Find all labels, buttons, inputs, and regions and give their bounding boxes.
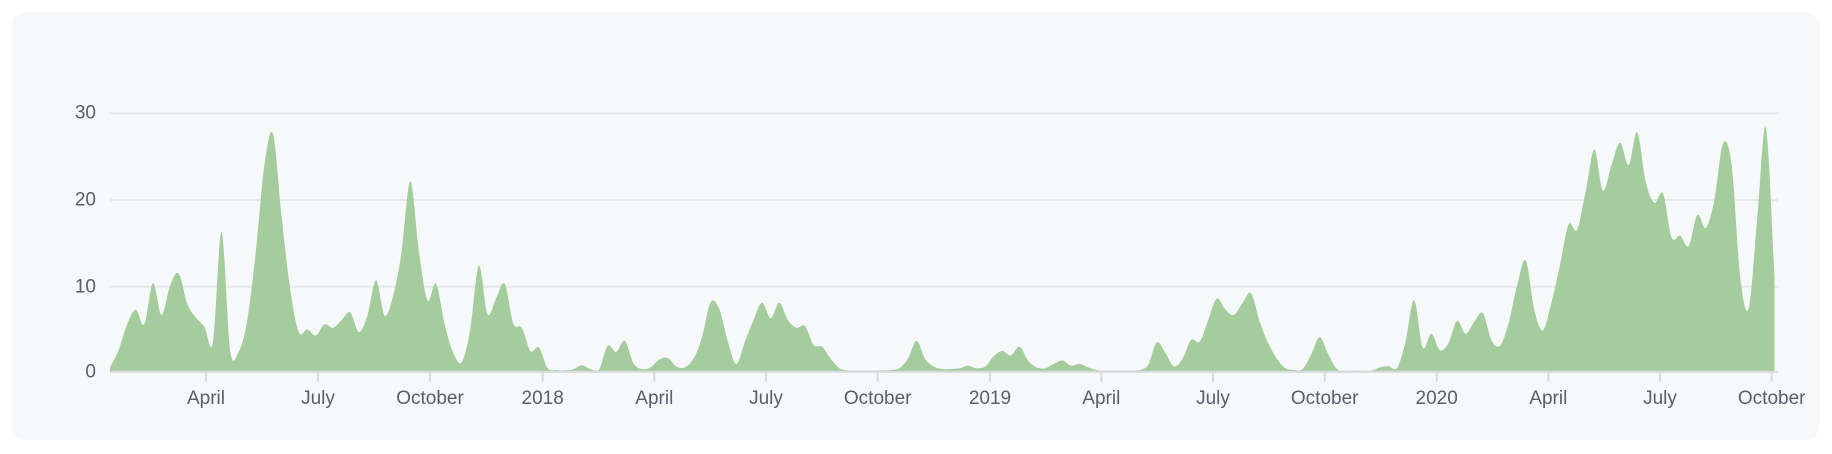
x-tick-marks <box>205 371 1773 382</box>
x-axis-label: April <box>1082 388 1121 409</box>
x-axis-label: October <box>1737 388 1806 409</box>
y-axis-label: 10 <box>74 276 96 298</box>
y-axis-label: 0 <box>85 361 96 383</box>
x-axis-label: 2020 <box>1415 388 1458 409</box>
x-axis-label: October <box>396 388 464 409</box>
x-axis-label: April <box>1529 388 1568 409</box>
x-axis-label: October <box>843 388 912 409</box>
x-axis-label: July <box>749 388 783 409</box>
x-axis-label: July <box>301 388 335 409</box>
x-axis-label: 2018 <box>521 388 564 409</box>
x-axis-label: 2019 <box>968 388 1012 409</box>
x-axis-label: July <box>1196 388 1230 409</box>
y-axis-label: 20 <box>74 189 96 211</box>
x-axis-label: July <box>1643 388 1677 409</box>
x-axis-label: October <box>1290 388 1359 409</box>
commits-area-path <box>110 126 1775 372</box>
x-axis-label: April <box>635 388 674 409</box>
y-axis-label: 30 <box>74 102 96 124</box>
x-axis-label: April <box>186 388 225 409</box>
